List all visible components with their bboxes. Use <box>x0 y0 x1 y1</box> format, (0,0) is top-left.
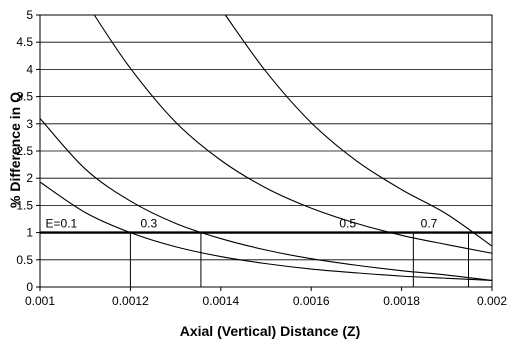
y-axis-title: % Difference in Q <box>7 92 23 208</box>
x-tick-label: 0.0018 <box>383 294 420 308</box>
series-line-2 <box>93 14 493 254</box>
y-tick-label: 3.5 <box>16 90 33 104</box>
x-tick-label: 0.0012 <box>112 294 149 308</box>
x-tick-label: 0.001 <box>25 294 55 308</box>
curve-label-3: 0.7 <box>421 217 438 231</box>
series-line-3 <box>224 14 493 247</box>
series-line-1 <box>39 117 493 282</box>
y-tick-label: 4.5 <box>16 35 33 49</box>
y-tick-label: 3 <box>26 117 33 131</box>
y-tick-label: 5 <box>26 8 33 22</box>
series-line-0 <box>39 181 493 282</box>
x-tick-label: 0.002 <box>477 294 507 308</box>
x-axis-title: Axial (Vertical) Distance (Z) <box>180 323 361 339</box>
curve-label-1: 0.3 <box>140 217 157 231</box>
curve-labels: E=0.1 0.3 0.5 0.7 <box>46 217 438 231</box>
y-tick-label: 1 <box>26 226 33 240</box>
crossing-drop-lines <box>129 232 469 287</box>
x-tick-labels: 0.001 0.0012 0.0014 0.0016 0.0018 0.002 <box>25 294 507 308</box>
y-tick-labels: 0 0.5 1 1.5 2 2.5 3 3.5 4 4.5 5 <box>16 8 33 294</box>
curve-label-2: 0.5 <box>339 217 356 231</box>
y-tick-label: 1.5 <box>16 198 33 212</box>
y-tick-label: 4 <box>26 62 33 76</box>
x-tick-label: 0.0014 <box>202 294 239 308</box>
plot-frame <box>39 14 493 288</box>
curve-label-0: E=0.1 <box>46 217 78 231</box>
y-tick-label: 2 <box>26 171 33 185</box>
curves <box>39 14 493 282</box>
y-tick-label: 0 <box>26 280 33 294</box>
x-tick-label: 0.0016 <box>293 294 330 308</box>
y-tick-label: 2.5 <box>16 144 33 158</box>
y-tick-label: 0.5 <box>16 253 33 267</box>
